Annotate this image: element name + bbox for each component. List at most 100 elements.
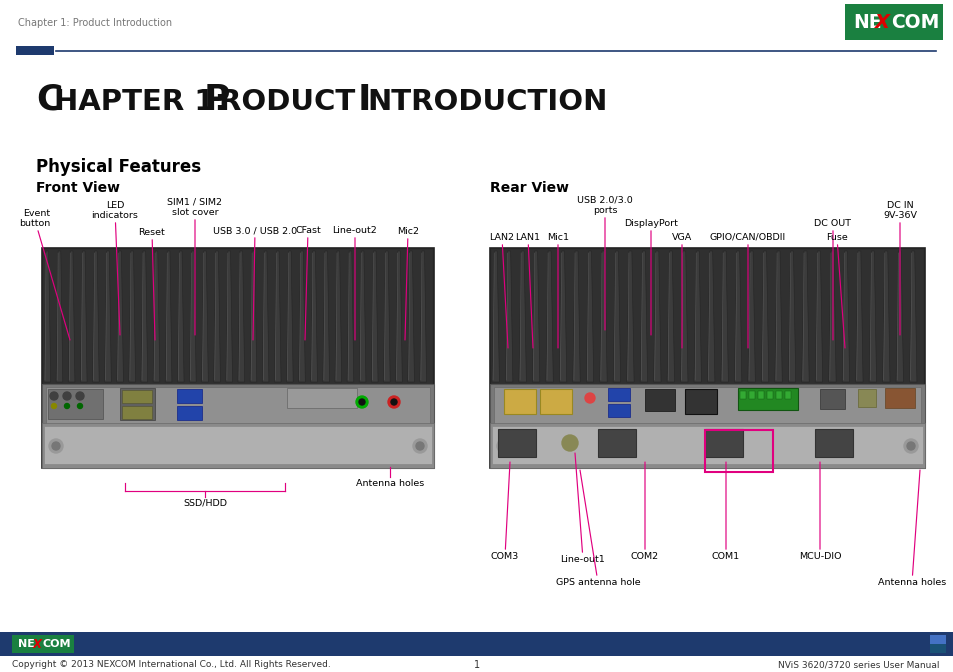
Text: X: X <box>32 638 42 650</box>
Polygon shape <box>383 251 390 382</box>
Circle shape <box>358 399 365 405</box>
Polygon shape <box>311 251 317 382</box>
Circle shape <box>413 439 427 453</box>
Polygon shape <box>599 251 606 382</box>
Circle shape <box>63 392 71 400</box>
Bar <box>120 388 154 420</box>
Polygon shape <box>855 251 862 382</box>
Polygon shape <box>80 251 87 382</box>
Polygon shape <box>322 251 329 382</box>
Polygon shape <box>371 251 377 382</box>
Bar <box>122 406 152 419</box>
Bar <box>287 388 356 408</box>
Circle shape <box>416 442 423 450</box>
Text: Line-out2: Line-out2 <box>333 226 377 340</box>
Bar <box>704 429 742 457</box>
Text: 1: 1 <box>474 660 479 670</box>
Text: DC OUT: DC OUT <box>814 219 851 340</box>
Bar <box>740 391 745 399</box>
Text: Antenna holes: Antenna holes <box>877 470 945 587</box>
Bar <box>177 389 202 403</box>
Text: Reset: Reset <box>138 228 165 340</box>
Circle shape <box>355 396 368 408</box>
Bar <box>490 248 924 468</box>
Polygon shape <box>153 251 159 382</box>
Polygon shape <box>787 251 795 382</box>
Circle shape <box>584 393 595 403</box>
Polygon shape <box>44 251 51 382</box>
Bar <box>12 635 74 653</box>
Text: USB 3.0 / USB 2.0: USB 3.0 / USB 2.0 <box>213 226 296 340</box>
Polygon shape <box>274 251 281 382</box>
Text: Physical Features: Physical Features <box>36 158 201 176</box>
Polygon shape <box>165 251 172 382</box>
Circle shape <box>903 439 917 453</box>
Polygon shape <box>359 251 366 382</box>
Polygon shape <box>347 251 354 382</box>
Text: LED
indicators: LED indicators <box>91 201 138 335</box>
Bar <box>42 384 434 468</box>
Bar <box>884 388 914 408</box>
Text: SSD/HDD: SSD/HDD <box>183 499 227 508</box>
Polygon shape <box>237 251 244 382</box>
Bar <box>598 429 636 457</box>
Text: GPS antenna hole: GPS antenna hole <box>555 470 639 587</box>
Polygon shape <box>572 251 579 382</box>
Text: COM: COM <box>890 13 939 32</box>
Circle shape <box>76 392 84 400</box>
Polygon shape <box>129 251 135 382</box>
Polygon shape <box>201 251 208 382</box>
Text: LAN2: LAN2 <box>489 233 514 348</box>
Bar <box>929 644 945 653</box>
Text: DC IN
9V-36V: DC IN 9V-36V <box>882 201 916 335</box>
Polygon shape <box>286 251 293 382</box>
Polygon shape <box>882 251 889 382</box>
Polygon shape <box>720 251 727 382</box>
Bar <box>16 46 54 55</box>
Circle shape <box>497 439 511 453</box>
Text: SIM1 / SIM2
slot cover: SIM1 / SIM2 slot cover <box>168 198 222 335</box>
Text: Mic1: Mic1 <box>546 233 568 348</box>
Text: Rear View: Rear View <box>490 181 568 195</box>
Bar <box>758 391 763 399</box>
Text: P: P <box>204 83 231 117</box>
Bar <box>490 384 924 468</box>
Polygon shape <box>213 251 220 382</box>
Text: COM3: COM3 <box>491 462 518 561</box>
Bar <box>503 389 536 414</box>
Circle shape <box>906 442 914 450</box>
Bar <box>494 387 920 465</box>
Text: HAPTER 1:: HAPTER 1: <box>54 88 236 116</box>
Polygon shape <box>693 251 700 382</box>
Bar <box>0 632 953 656</box>
Text: LAN1: LAN1 <box>515 233 540 348</box>
Polygon shape <box>518 251 526 382</box>
Text: I: I <box>357 83 371 117</box>
Polygon shape <box>774 251 781 382</box>
Polygon shape <box>558 251 566 382</box>
Polygon shape <box>505 251 513 382</box>
Polygon shape <box>801 251 808 382</box>
Polygon shape <box>298 251 305 382</box>
Bar <box>497 429 536 457</box>
Bar <box>44 250 432 384</box>
Polygon shape <box>545 251 553 382</box>
Text: COM: COM <box>43 639 71 649</box>
Polygon shape <box>419 251 426 382</box>
Text: Antenna holes: Antenna holes <box>355 479 424 488</box>
Circle shape <box>50 392 58 400</box>
Polygon shape <box>190 251 196 382</box>
Polygon shape <box>395 251 402 382</box>
Bar <box>644 389 675 411</box>
Polygon shape <box>734 251 741 382</box>
Text: Chapter 1: Product Introduction: Chapter 1: Product Introduction <box>18 18 172 28</box>
Text: Event
button: Event button <box>19 208 70 340</box>
Circle shape <box>52 442 60 450</box>
Circle shape <box>391 399 396 405</box>
Circle shape <box>388 396 399 408</box>
Polygon shape <box>586 251 593 382</box>
Bar <box>44 426 432 464</box>
Text: NE: NE <box>852 13 881 32</box>
Polygon shape <box>841 251 849 382</box>
Polygon shape <box>56 251 63 382</box>
